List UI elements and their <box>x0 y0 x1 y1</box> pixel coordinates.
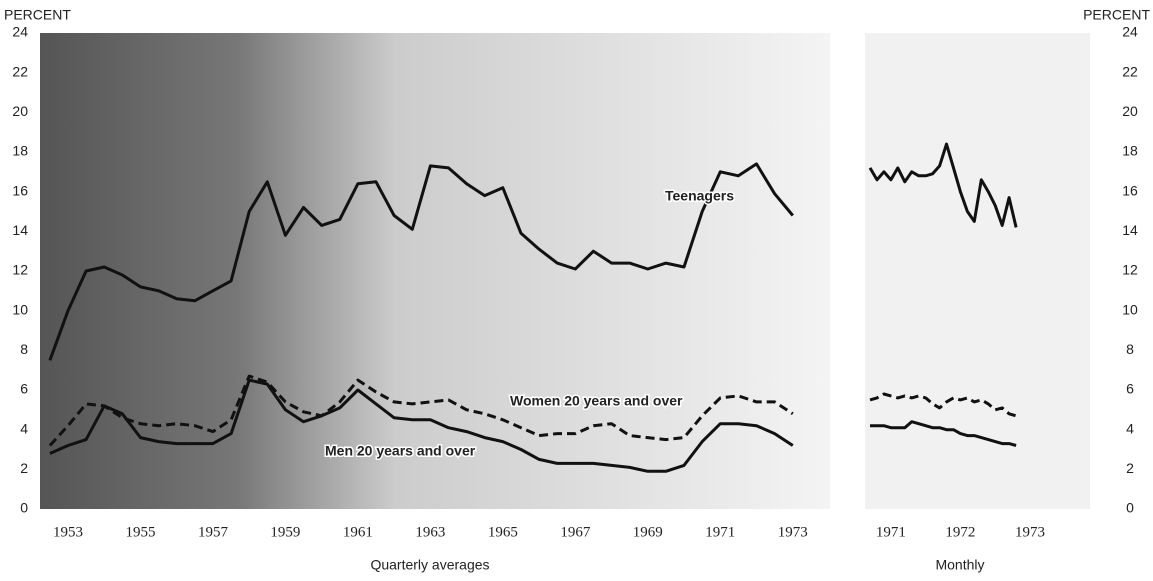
y-tick-label: 4 <box>20 420 28 436</box>
x-tick-label: 1955 <box>125 524 155 540</box>
y-tick-label: 6 <box>1126 381 1134 397</box>
series-line <box>49 378 794 473</box>
x-tick-label: 1961 <box>343 524 373 540</box>
series-label: Men 20 years and over <box>325 443 476 459</box>
x-tick-label: 1972 <box>945 524 975 540</box>
x-tick-label: 1969 <box>633 524 663 540</box>
y-tick-label: 22 <box>12 63 28 79</box>
series-label: Women 20 years and over <box>510 393 683 409</box>
y-tick-label: 16 <box>1122 182 1138 198</box>
y-tick-label: 12 <box>12 262 28 278</box>
y-tick-label: 4 <box>1126 420 1134 436</box>
background-shade <box>865 33 1090 509</box>
x-axis-label: Quarterly averages <box>370 557 489 573</box>
y-tick-label: 12 <box>1122 262 1138 278</box>
background-shade <box>40 33 830 509</box>
x-tick-label: 1973 <box>778 524 808 540</box>
y-tick-label: 10 <box>1122 301 1138 317</box>
y-tick-label: 24 <box>12 24 28 40</box>
x-tick-label: 1963 <box>415 524 445 540</box>
y-tick-label: 20 <box>1122 103 1138 119</box>
y-tick-label: 6 <box>20 381 28 397</box>
x-tick-label: 1953 <box>53 524 83 540</box>
y-tick-label: 8 <box>1126 341 1134 357</box>
x-tick-label: 1971 <box>705 524 735 540</box>
x-tick-label: 1965 <box>488 524 518 540</box>
x-axis-label: Monthly <box>935 557 984 573</box>
series-line <box>48 162 794 361</box>
y-tick-label: 18 <box>12 143 28 159</box>
x-tick-label: 1967 <box>560 524 591 540</box>
y-tick-label: 10 <box>12 301 28 317</box>
y-tick-label: 20 <box>12 103 28 119</box>
y-tick-label: 14 <box>1122 222 1138 238</box>
y-tick-label: 24 <box>1122 24 1138 40</box>
x-tick-label: 1957 <box>198 524 229 540</box>
series-line <box>48 374 794 447</box>
y-tick-label: 18 <box>1122 143 1138 159</box>
y-tick-label: 22 <box>1122 63 1138 79</box>
y-tick-label: 16 <box>12 182 28 198</box>
series-line <box>870 420 1017 447</box>
y-tick-label: 2 <box>1126 460 1134 476</box>
x-tick-label: 1973 <box>1015 524 1045 540</box>
y-tick-label: 0 <box>20 500 28 516</box>
x-tick-label: 1971 <box>876 524 906 540</box>
y-axis-label: PERCENT <box>4 7 71 23</box>
series-line <box>868 142 1018 228</box>
y-tick-label: 8 <box>20 341 28 357</box>
series-label: Teenagers <box>665 188 734 204</box>
y-tick-label: 14 <box>12 222 28 238</box>
y-tick-label: 2 <box>20 460 28 476</box>
y-axis-label: PERCENT <box>1083 7 1150 23</box>
x-tick-label: 1959 <box>270 524 300 540</box>
y-tick-label: 0 <box>1126 500 1134 516</box>
